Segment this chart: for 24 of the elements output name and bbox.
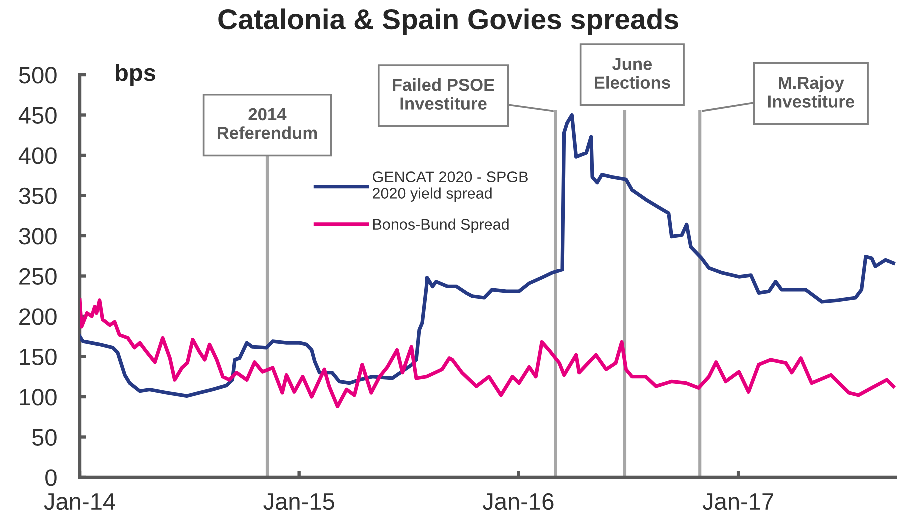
y-axis-title: bps bbox=[116, 64, 156, 86]
ref-line-label: Failed PSOE Investiture bbox=[393, 78, 494, 110]
y-tick-label: 250 bbox=[20, 268, 57, 286]
line-series bbox=[80, 298, 896, 408]
y-tick-label: 150 bbox=[20, 348, 57, 366]
y-tick-label: 0 bbox=[46, 470, 57, 486]
x-tick-label: Jan-17 bbox=[702, 494, 774, 510]
y-tick-label: 350 bbox=[19, 188, 57, 205]
y-tick-label: 300 bbox=[19, 228, 57, 245]
x-tick-label: Jan-16 bbox=[482, 493, 554, 510]
y-tick-label: 100 bbox=[20, 389, 57, 406]
y-tick-label: 400 bbox=[18, 148, 57, 164]
legend-label: GENCAT 2020 - SPGB 2020 yield spread bbox=[373, 172, 528, 202]
ref-line-label: June Elections bbox=[595, 58, 670, 90]
ref-line-label: 2014 Referendum bbox=[218, 108, 318, 140]
y-tick-label: 50 bbox=[32, 429, 57, 446]
y-tick-label: 450 bbox=[18, 107, 57, 124]
y-tick-label: 200 bbox=[20, 308, 57, 326]
legend-label: Bonos-Bund Spread bbox=[373, 218, 509, 234]
y-tick-label: 500 bbox=[19, 67, 57, 84]
ref-line-label: M.Rajoy Investiture bbox=[768, 76, 854, 108]
chart-title: Catalonia & Spain Govies spreads bbox=[218, 8, 678, 36]
x-tick-label: Jan-15 bbox=[264, 494, 334, 510]
x-tick-label: Jan-14 bbox=[44, 494, 116, 510]
